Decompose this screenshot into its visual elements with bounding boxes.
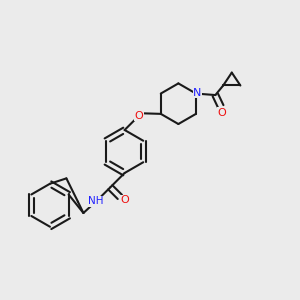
- Text: O: O: [121, 196, 130, 206]
- Text: N: N: [193, 88, 202, 98]
- Text: O: O: [135, 111, 143, 121]
- Text: O: O: [218, 108, 226, 118]
- Text: NH: NH: [88, 196, 104, 206]
